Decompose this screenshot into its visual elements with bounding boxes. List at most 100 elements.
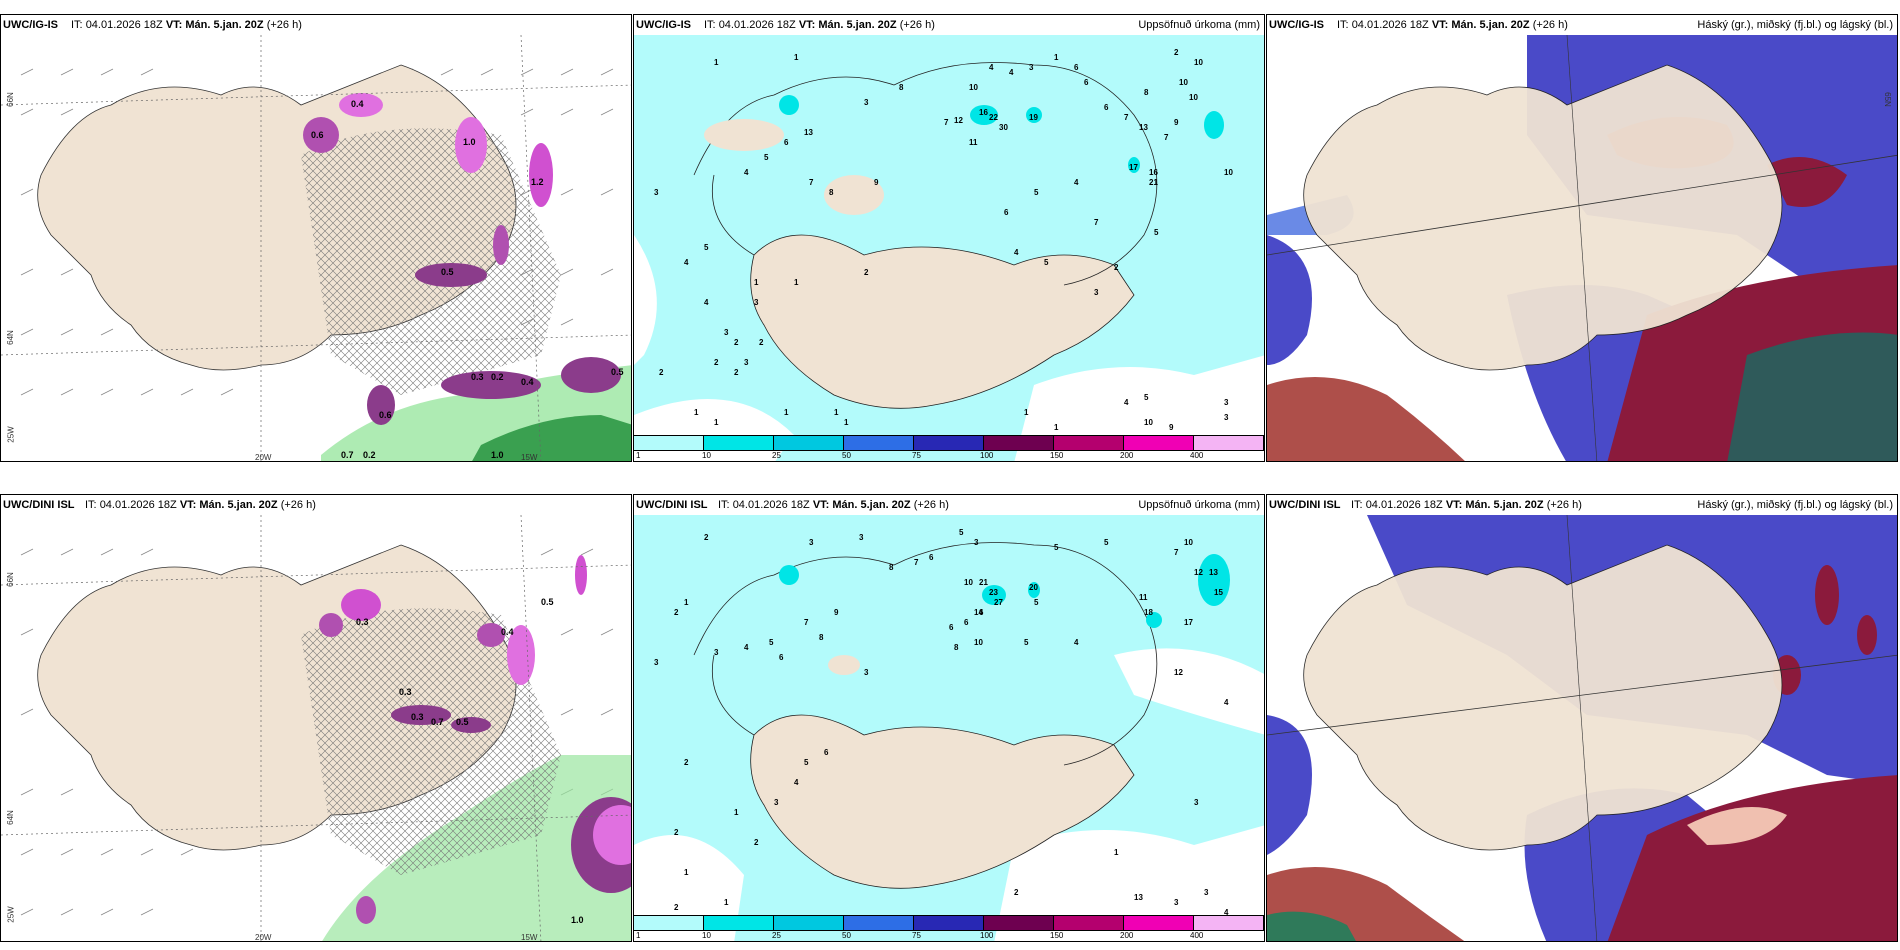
precip-value: 7	[1094, 218, 1099, 227]
vt-label: VT:	[165, 19, 183, 31]
precip-value: 2	[674, 828, 679, 837]
cloud-label: 0.4	[501, 627, 514, 637]
lead-time: (+26 h)	[1532, 19, 1568, 31]
it-label: IT:	[1351, 499, 1363, 511]
precip-value: 6	[1004, 208, 1009, 217]
legend-swatch	[914, 436, 984, 450]
vt-value: Mán. 5.jan. 20Z	[818, 19, 897, 31]
precip-value: 4	[1074, 638, 1079, 647]
precip-value: 20	[1029, 583, 1038, 592]
cloud-label: 1.0	[463, 137, 476, 147]
precip-value: 10	[969, 83, 978, 92]
precip-value: 1	[784, 408, 789, 417]
precip-value: 21	[1149, 178, 1158, 187]
precip-value: 4	[744, 643, 749, 652]
panel-header: UWC/IG-IS IT: 04.01.2026 18Z VT: Mán. 5.…	[1267, 15, 1897, 35]
precip-value: 2	[734, 368, 739, 377]
lat-label: 66N	[5, 92, 15, 107]
precip-value: 3	[774, 798, 779, 807]
precip-value: 2	[1174, 48, 1179, 57]
precip-value: 1	[1054, 423, 1059, 432]
vt-label: VT:	[798, 19, 816, 31]
panel-title: Háský (gr.), miðský (fj.bl.) og lágský (…	[1697, 499, 1893, 511]
precip-value: 3	[1224, 398, 1229, 407]
precip-value: 2	[1014, 888, 1019, 897]
precip-value: 3	[724, 328, 729, 337]
legend-swatch	[634, 436, 704, 450]
vt-label: VT:	[1431, 19, 1449, 31]
cloud-label: 0.5	[541, 597, 554, 607]
precip-value: 6	[929, 553, 934, 562]
precip-value: 4	[744, 168, 749, 177]
legend-ticks: 1 10 25 50 75 100 150 200 400	[634, 451, 1264, 461]
vt-value: Mán. 5.jan. 20Z	[199, 499, 278, 511]
lead-time: (+26 h)	[899, 19, 935, 31]
precip-value: 5	[1044, 258, 1049, 267]
precip-value: 4	[1014, 248, 1019, 257]
legend-tick: 50	[842, 931, 851, 940]
panel-title: Uppsöfnuð úrkoma (mm)	[1138, 19, 1260, 31]
precip-value: 5	[1144, 393, 1149, 402]
precip-value: 3	[754, 298, 759, 307]
lat-label: 65N	[1883, 92, 1893, 107]
it-value: 04.01.2026 18Z	[718, 19, 796, 31]
legend-tick: 50	[842, 451, 851, 460]
vt-label: VT:	[1445, 499, 1463, 511]
precip-value: 1	[794, 53, 799, 62]
precip-value: 1	[1024, 408, 1029, 417]
vt-label: VT:	[179, 499, 197, 511]
precip-value: 11	[1139, 593, 1148, 602]
legend-tick: 150	[1050, 451, 1064, 460]
legend-swatch	[1194, 916, 1264, 930]
precip-value: 15	[1214, 588, 1223, 597]
precip-value: 2	[684, 758, 689, 767]
precip-value: 6	[964, 618, 969, 627]
it-value: 04.01.2026 18Z	[85, 19, 163, 31]
lead-time: (+26 h)	[280, 499, 316, 511]
precip-value: 5	[1034, 598, 1039, 607]
cloud-label: 1.0	[491, 450, 504, 460]
map-accumulated-precip: 1 1 1 2 3 8 4 4 3 6 6 6 10 7 7 8 7 10 10…	[634, 35, 1264, 461]
panel-dini-precip: UWC/DINI ISL IT: 04.01.2026 18Z VT: Mán.…	[633, 494, 1265, 942]
legend-tick: 400	[1190, 931, 1204, 940]
legend-swatch	[1194, 436, 1264, 450]
precip-value: 4	[1009, 68, 1014, 77]
precip-value: 10	[1179, 78, 1188, 87]
precip-value: 10	[1184, 538, 1193, 547]
panel-header: UWC/DINI ISL IT: 04.01.2026 18Z VT: Mán.…	[634, 495, 1264, 515]
panel-dini-wind: UWC/DINI ISL IT: 04.01.2026 18Z VT: Mán.…	[0, 494, 632, 942]
precip-value: 13	[1134, 893, 1143, 902]
cloud-label: 0.5	[611, 367, 624, 377]
it-value: 04.01.2026 18Z	[99, 499, 177, 511]
map-accumulated-precip: 2 3 3 5 3 5 5 7 10 7 6 8 6 6 6 5 10 11 1…	[634, 515, 1264, 941]
model-name: UWC/IG-IS	[3, 19, 58, 31]
precip-value: 3	[809, 538, 814, 547]
lead-time: (+26 h)	[1546, 499, 1582, 511]
precip-value: 1	[1114, 848, 1119, 857]
precip-value: 2	[659, 368, 664, 377]
precip-value: 3	[1194, 798, 1199, 807]
precip-value: 2	[759, 338, 764, 347]
legend-tick: 200	[1120, 451, 1134, 460]
legend-swatch	[1124, 916, 1194, 930]
precip-value: 9	[1174, 118, 1179, 127]
precip-value: 4	[684, 258, 689, 267]
precip-value: 1	[684, 598, 689, 607]
cloud-label: 0.5	[456, 717, 469, 727]
precip-value: 2	[864, 268, 869, 277]
precip-value: 6	[784, 138, 789, 147]
legend-tick: 1	[636, 931, 641, 940]
precip-value: 6	[979, 608, 984, 617]
legend-swatch	[774, 916, 844, 930]
precip-value: 8	[954, 643, 959, 652]
precip-value: 1	[1054, 53, 1059, 62]
lon-label: 15W	[521, 933, 538, 942]
precip-value: 5	[1034, 188, 1039, 197]
map-clouds	[1267, 515, 1897, 941]
legend-tick: 75	[912, 451, 921, 460]
cloud-label: 0.4	[351, 99, 364, 109]
precip-value: 6	[1084, 78, 1089, 87]
legend-swatch	[704, 436, 774, 450]
precip-value: 1	[724, 898, 729, 907]
precip-value: 8	[899, 83, 904, 92]
